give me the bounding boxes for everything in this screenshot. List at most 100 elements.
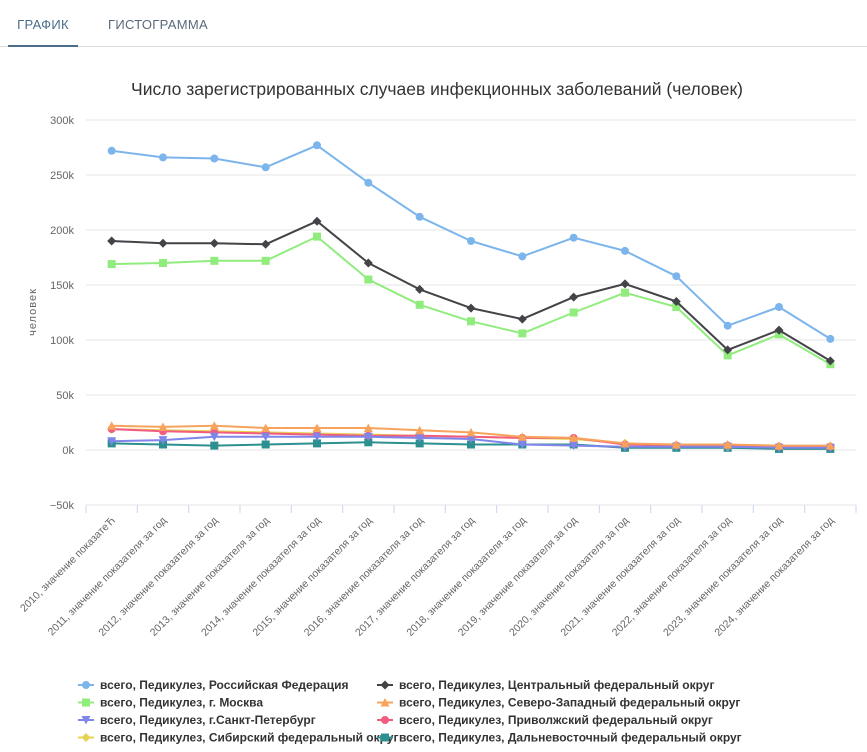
data-point [775,303,783,311]
data-point [364,275,373,284]
legend-item-1[interactable]: всего, Педикулез, Центральный федеральны… [377,678,714,692]
legend-item-3[interactable]: всего, Педикулез, Северо-Западный федера… [377,696,740,710]
series-3 [107,421,835,450]
data-point [620,438,630,448]
data-point [209,432,219,442]
data-point [209,238,219,248]
data-point [569,308,578,317]
y-tick-label: −50k [50,500,75,512]
data-point [158,238,168,248]
data-point [774,325,784,335]
y-tick-label: 250k [50,170,74,182]
data-point [107,421,117,430]
data-point [466,435,476,444]
data-point [313,232,321,241]
data-point [210,441,219,450]
data-point [517,432,527,441]
data-point [363,432,373,442]
data-point [620,279,630,289]
y-tick-label: 50k [56,390,74,402]
data-point [107,260,116,269]
tab-bar: ГРАФИК ГИСТОГРАММА [0,0,867,47]
legend-symbol [81,733,91,742]
data-point [569,433,579,442]
data-point [825,441,835,450]
y-tick-label: 0k [62,445,74,457]
data-point [159,259,167,267]
data-point [363,423,373,432]
data-point [415,439,424,448]
legend-symbol [380,698,390,707]
data-point [261,256,270,265]
legend-item-2[interactable]: всего, Педикулез, г. Москва [78,696,263,710]
y-tick-label: 200k [50,225,74,237]
y-axis-title: человек [27,288,39,336]
data-point [210,154,219,163]
legend-symbol [81,716,91,725]
data-point [261,239,271,249]
data-point [107,236,117,246]
legend-item-4[interactable]: всего, Педикулез, г.Санкт-Петербург [78,713,316,727]
data-point [209,421,219,430]
legend-label: всего, Педикулез, Дальневосточный федера… [399,731,742,745]
data-point [363,258,373,268]
data-point [107,146,116,155]
legend-symbol [381,733,389,742]
legend-item-5[interactable]: всего, Педикулез, Приволжский федеральны… [377,713,713,727]
data-point [723,321,732,330]
data-point [313,439,321,448]
data-point [518,329,527,338]
data-point [671,297,681,306]
legend-label: всего, Педикулез, г.Санкт-Петербург [100,713,316,727]
data-point [312,432,322,442]
data-point [415,300,424,309]
data-point [261,432,271,442]
data-point [517,314,527,324]
data-point [159,153,167,162]
tab-histogram[interactable]: ГИСТОГРАММА [108,17,208,32]
data-point [671,440,681,449]
data-point [415,425,425,435]
data-point [261,440,270,449]
data-point [466,303,476,313]
data-point [517,440,527,449]
data-point [621,288,629,297]
data-point [415,284,425,294]
legend-symbol [381,716,389,724]
data-point [415,433,425,443]
data-point [672,272,681,281]
legend-label: всего, Педикулез, Приволжский федеральны… [399,713,713,727]
data-point [313,141,321,150]
data-point [723,345,733,355]
x-tick-label: 2010, значение показатеЋ [18,515,118,615]
tab-chart[interactable]: ГРАФИК [8,0,78,47]
data-point [364,438,373,447]
data-point [825,356,835,366]
data-point [364,178,373,187]
data-point [723,440,733,449]
series-1 [107,216,835,366]
legend-item-7[interactable]: всего, Педикулез, Дальневосточный федера… [377,731,742,745]
data-point [210,256,219,265]
data-point [569,233,578,242]
data-point [467,440,475,449]
data-point [467,317,475,326]
data-point [569,292,579,302]
data-point [158,422,168,431]
data-point [261,163,270,172]
legend-label: всего, Педикулез, Северо-Западный федера… [399,696,740,710]
legend-symbol [82,681,90,689]
legend-label: всего, Педикулез, г. Москва [100,696,263,710]
legend-item-6[interactable]: всего, Педикулез, Сибирский федеральный … [78,731,398,745]
data-point [261,423,271,432]
data-point [158,436,168,445]
chart-title: Число зарегистрированных случаев инфекци… [131,79,743,99]
y-tick-label: 100k [50,335,74,347]
series-0 [107,141,835,343]
legend-symbol [82,698,90,707]
legend-item-0[interactable]: всего, Педикулез, Российская Федерация [78,678,348,692]
legend-label: всего, Педикулез, Сибирский федеральный … [100,731,398,745]
data-point [621,246,629,255]
data-point [466,427,476,437]
